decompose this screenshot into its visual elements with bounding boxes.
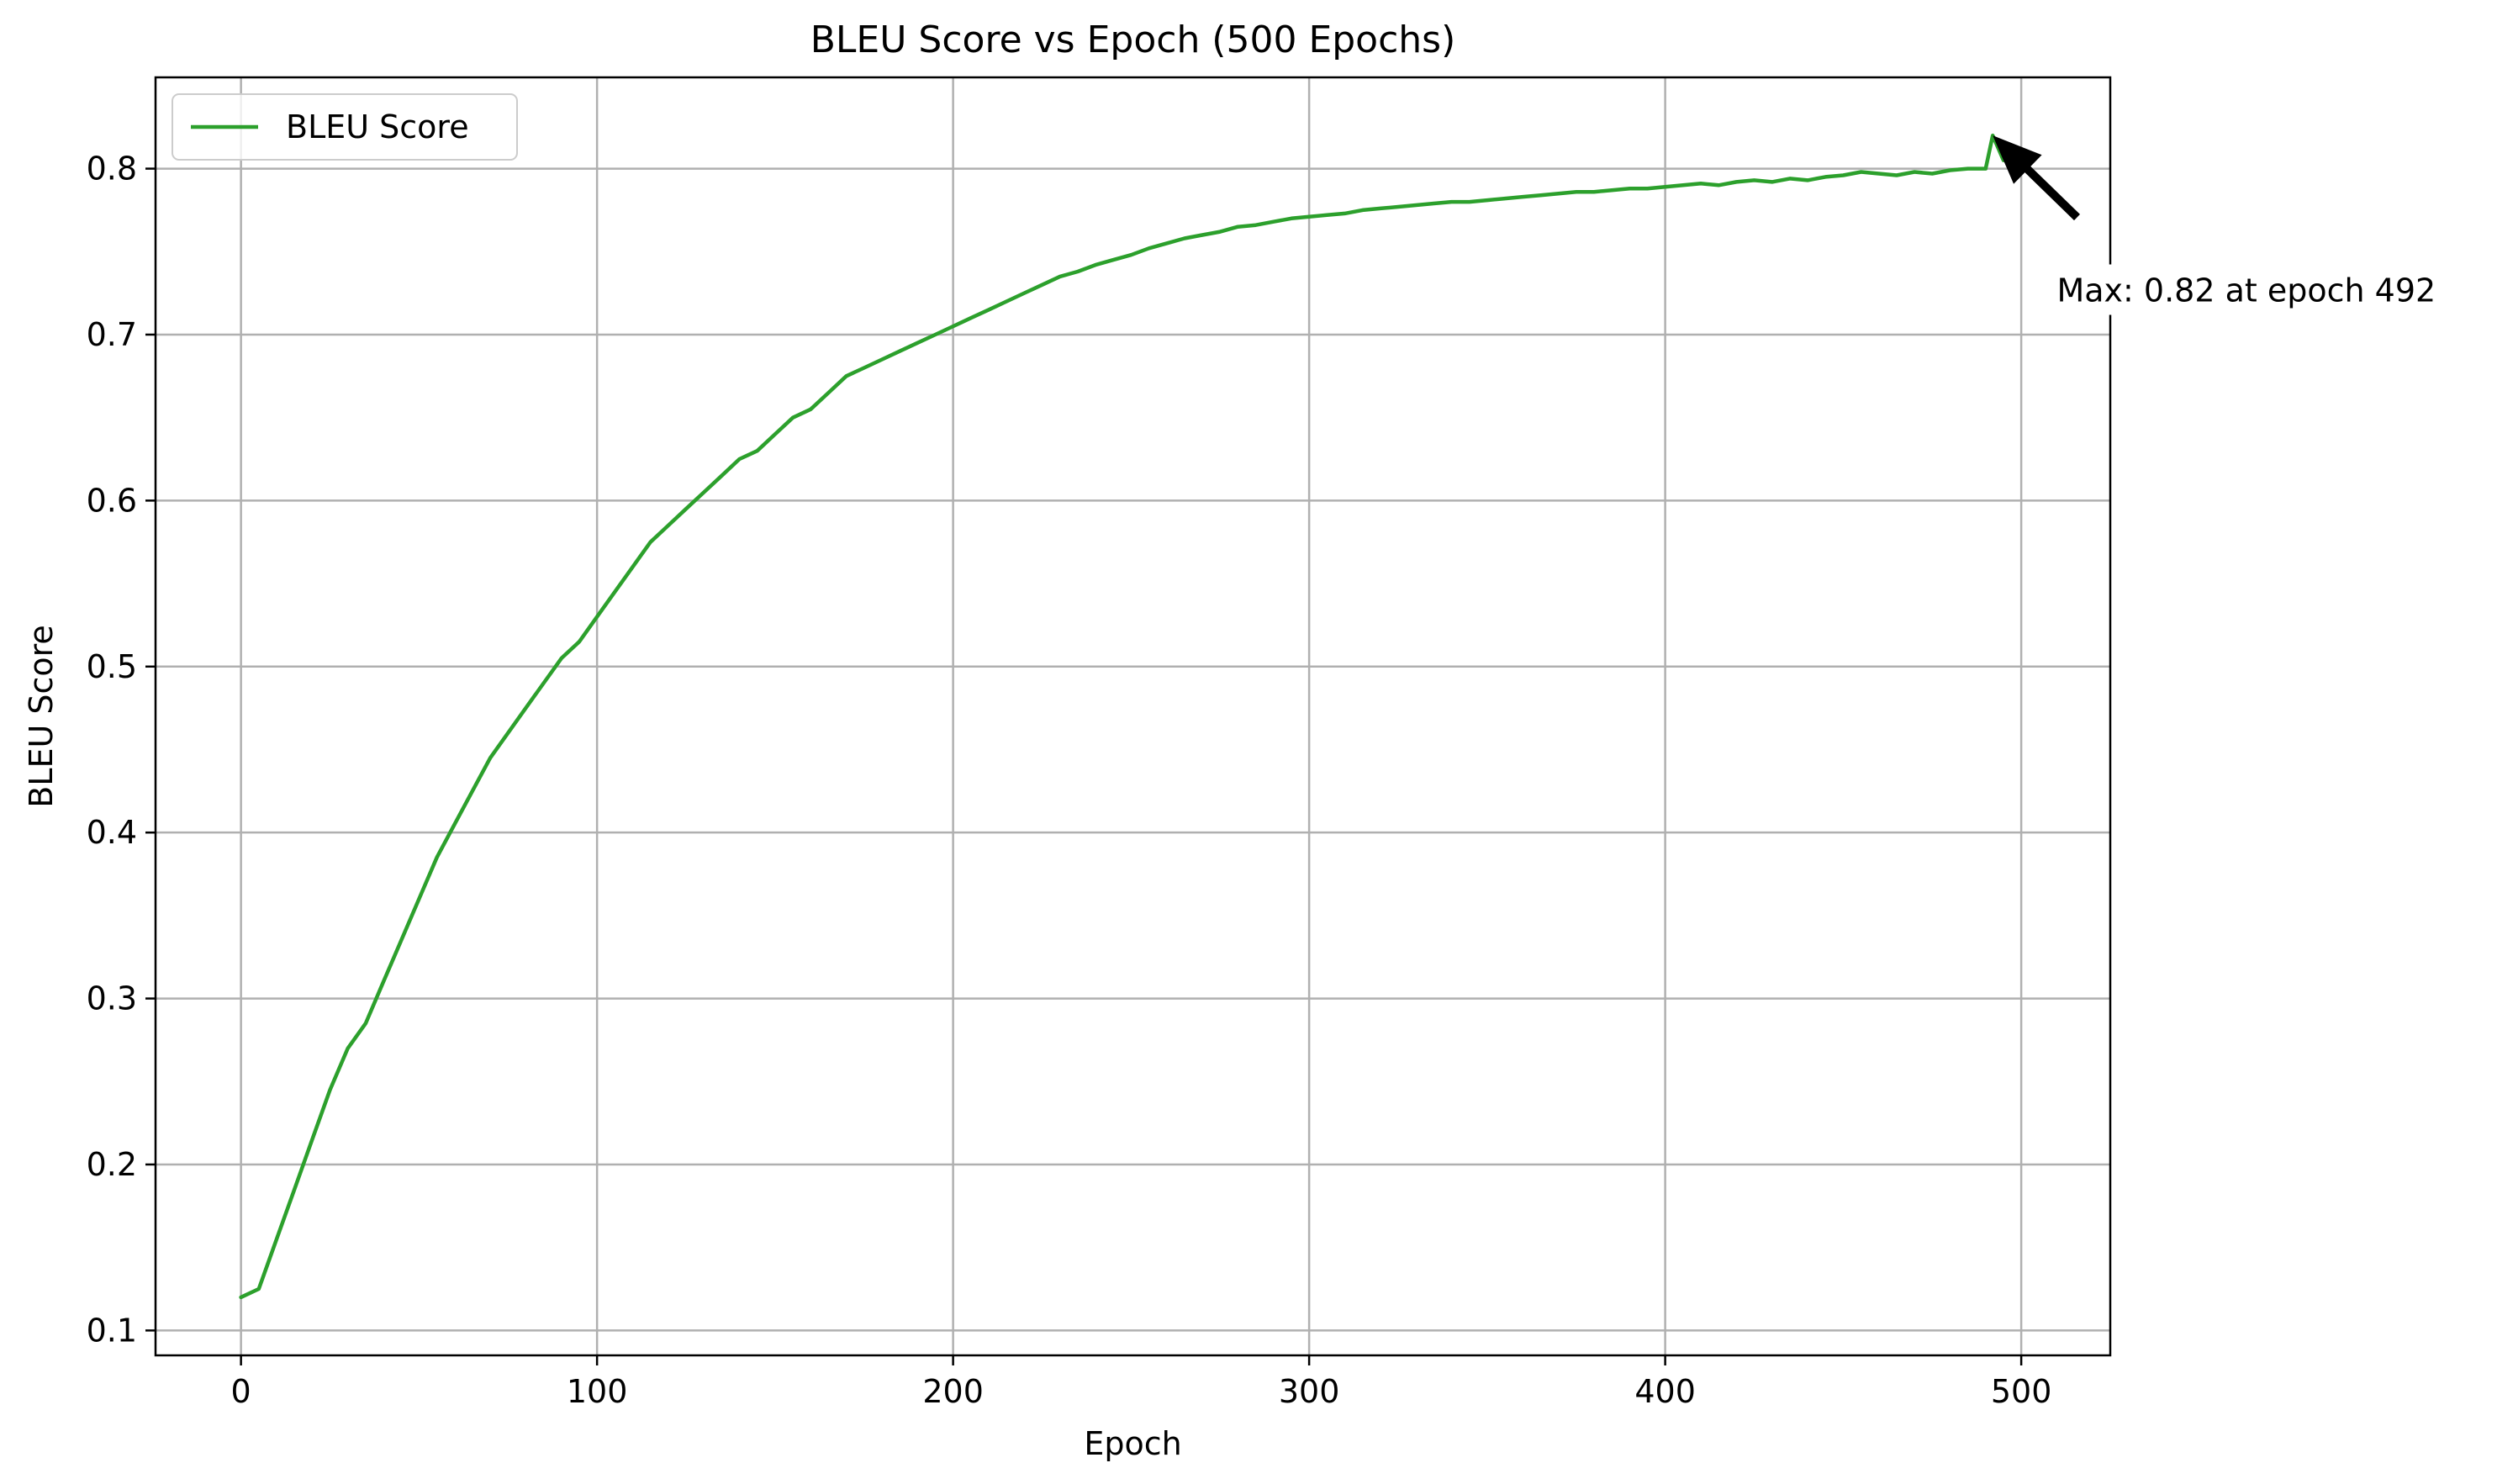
y-tick-label: 0.1 [87, 1312, 137, 1349]
x-tick-label: 500 [1991, 1373, 2052, 1410]
y-tick-label: 0.5 [87, 648, 137, 685]
chart-title: BLEU Score vs Epoch (500 Epochs) [810, 18, 1456, 61]
y-axis-label: BLEU Score [23, 625, 60, 808]
x-axis-label: Epoch [1084, 1425, 1181, 1462]
y-tick-label: 0.2 [87, 1146, 137, 1183]
x-tick-label: 400 [1634, 1373, 1696, 1410]
y-tick-label: 0.4 [87, 814, 137, 851]
annotation-label: Max: 0.82 at epoch 492 [2056, 272, 2436, 309]
annotation-label-background [2050, 264, 2437, 315]
x-tick-label: 0 [231, 1373, 251, 1410]
y-tick-label: 0.8 [87, 151, 137, 187]
plot-frame [154, 76, 2112, 1357]
y-tick-label: 0.6 [87, 482, 137, 519]
grid [156, 77, 2110, 1355]
series-line [239, 133, 2020, 1300]
axis-ticks: 0 100 200 300 400 500 0.1 0.2 0.3 0.4 0.5 0.6 0.7 0.8 [87, 151, 2052, 1410]
max-annotation: Max: 0.82 at epoch 492 [1993, 135, 2437, 315]
legend: BLEU Score [172, 93, 518, 161]
y-tick-label: 0.7 [87, 316, 137, 353]
series-layer [239, 133, 2020, 1300]
x-tick-label: 200 [922, 1373, 984, 1410]
x-tick-label: 100 [567, 1373, 628, 1410]
x-tick-label: 300 [1279, 1373, 1340, 1410]
legend-label: BLEU Score [286, 108, 469, 145]
y-tick-label: 0.3 [87, 980, 137, 1017]
legend-box [172, 93, 518, 161]
annotation-arrow [1993, 135, 2080, 221]
